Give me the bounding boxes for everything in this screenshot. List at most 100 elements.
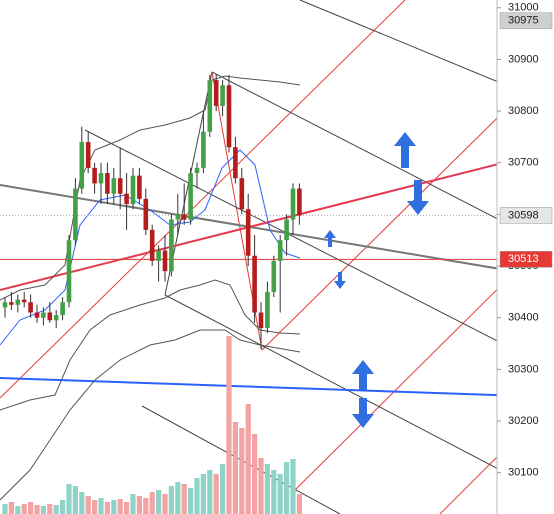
channel-line xyxy=(164,294,554,499)
candle-body xyxy=(277,240,283,261)
y-tick-label: 30900 xyxy=(508,53,539,65)
candle-body xyxy=(111,178,117,194)
candle-body xyxy=(226,85,232,148)
volume-bar xyxy=(239,428,245,514)
candle-body xyxy=(233,147,238,179)
volume-bar xyxy=(290,459,296,514)
candle-body xyxy=(265,291,270,329)
arrows xyxy=(324,132,429,428)
volume-bar xyxy=(15,506,21,514)
candle-body xyxy=(207,80,213,132)
y-tick-label: 31000 xyxy=(508,2,539,14)
candle-body xyxy=(66,240,72,303)
arrow-down xyxy=(334,272,346,289)
candle-body xyxy=(41,312,46,318)
y-tick-label: 30200 xyxy=(508,415,539,427)
candle-body xyxy=(53,315,59,321)
bollinger-lower xyxy=(0,279,301,411)
candle-body xyxy=(175,214,181,220)
candle-body xyxy=(47,312,53,321)
volume-bar xyxy=(2,504,8,514)
y-tick-label: 30400 xyxy=(508,312,539,324)
volume-bar xyxy=(258,458,264,514)
volume-bar xyxy=(111,500,117,514)
volume-bar xyxy=(168,486,174,514)
candle-body xyxy=(271,260,277,292)
volume-bar xyxy=(104,502,110,514)
bollinger-extra xyxy=(0,329,301,501)
candle-body xyxy=(284,219,289,241)
volume-bar xyxy=(34,505,40,514)
candle-body xyxy=(28,302,33,313)
price-marker-box xyxy=(499,207,553,224)
candle-body xyxy=(239,178,245,210)
arrow-up xyxy=(352,360,374,390)
price-marker-label: 30975 xyxy=(508,15,539,27)
candle-body xyxy=(252,255,257,313)
candle-body xyxy=(181,214,187,220)
volume-bar xyxy=(188,488,194,514)
candle-body xyxy=(220,85,225,106)
volume-bar xyxy=(200,474,206,514)
candle-body xyxy=(124,193,129,205)
candle-body xyxy=(85,142,91,168)
candle-body xyxy=(105,173,110,194)
volume-bar xyxy=(264,464,270,514)
volume-bar xyxy=(194,478,200,514)
trend-line xyxy=(0,184,554,279)
volume-bar xyxy=(53,505,59,514)
volume-bar xyxy=(220,464,226,514)
volume-bar xyxy=(40,506,46,514)
y-tick-label: 30800 xyxy=(508,105,539,117)
candle-body xyxy=(60,302,65,316)
volume-bar xyxy=(232,422,238,514)
volume-bar xyxy=(143,498,149,514)
candle-body xyxy=(21,299,27,303)
candle-body xyxy=(143,198,149,230)
volume-bar xyxy=(271,470,277,514)
candle-body xyxy=(156,250,161,261)
channel-line xyxy=(0,0,406,399)
volume-bar xyxy=(284,462,290,514)
price-marker-label: 30598 xyxy=(508,209,539,221)
candle-body xyxy=(297,188,302,216)
candle-body xyxy=(2,302,8,308)
candle-body xyxy=(258,312,264,329)
bollinger-upper xyxy=(0,75,301,301)
candle-body xyxy=(98,173,104,184)
arrow-down xyxy=(407,180,429,215)
candle-body xyxy=(188,173,193,220)
volume-bar xyxy=(277,474,283,514)
volume-bar xyxy=(72,486,78,514)
price-marker-box xyxy=(499,251,553,268)
volume-bar xyxy=(175,482,181,514)
trend-line xyxy=(0,377,554,398)
candle-body xyxy=(9,302,14,305)
arrow-down xyxy=(352,398,374,428)
volume-bar xyxy=(213,474,219,514)
candle-body xyxy=(73,188,78,241)
volume-bar xyxy=(156,490,162,514)
volume-bar xyxy=(207,470,213,514)
candle-body xyxy=(92,167,97,184)
volume-bar xyxy=(245,404,251,514)
candle-body xyxy=(15,299,21,305)
volume-bar xyxy=(21,504,27,514)
volume-bar xyxy=(252,434,258,514)
channel-line xyxy=(84,129,554,371)
volume-bar xyxy=(92,500,98,514)
candle-body xyxy=(213,80,219,106)
volume-bar xyxy=(226,336,232,514)
volume-bar xyxy=(296,494,302,514)
volume-bar xyxy=(98,498,104,514)
y-tick-label: 30100 xyxy=(508,467,539,479)
candle-body xyxy=(130,175,136,205)
volume-bar xyxy=(47,504,53,514)
arrow-up xyxy=(394,132,416,168)
volume-bar xyxy=(85,496,91,514)
y-tick-label: 30700 xyxy=(508,157,539,169)
price-marker-label: 30513 xyxy=(508,253,539,265)
volume-bar xyxy=(149,492,155,514)
